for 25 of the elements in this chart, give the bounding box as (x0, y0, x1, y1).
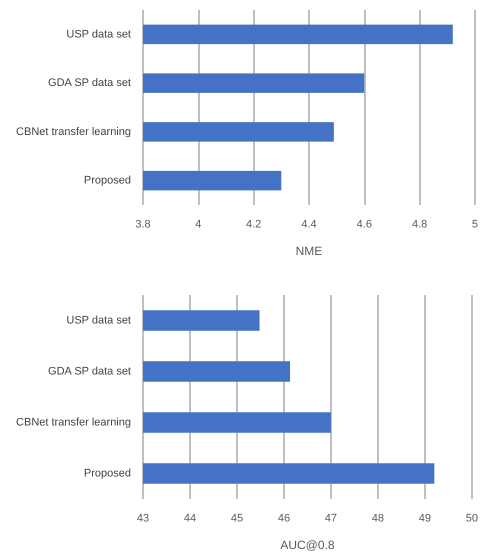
y-tick-label: USP data set (66, 314, 131, 326)
x-tick-label: 4 (195, 218, 202, 230)
x-tick-label: 4.4 (301, 218, 317, 230)
x-tick-label: 45 (230, 512, 244, 524)
x-tick-label: 44 (184, 512, 196, 524)
x-tick-label: 47 (324, 512, 338, 524)
y-tick-label: GDA SP data set (48, 366, 131, 378)
y-tick-label: GDA SP data set (48, 77, 131, 90)
x-tick-label: 4.2 (246, 218, 262, 230)
x-tick-label: 46 (278, 512, 290, 524)
x-tick-label: 43 (136, 512, 150, 524)
y-tick-label: CBNet transfer learning (16, 416, 131, 428)
x-tick-label: 4.8 (412, 218, 428, 230)
x-tick-label: 5 (472, 218, 478, 230)
x-tick-label: 48 (372, 512, 384, 524)
x-tick-label: 4.6 (356, 218, 372, 230)
y-tick-label: Proposed (84, 174, 131, 187)
y-tick-label: CBNet transfer learning (16, 126, 131, 138)
y-tick-label: USP data set (66, 28, 131, 40)
x-axis-title: NME (296, 244, 322, 258)
x-axis-title: AUC@0.8 (280, 538, 335, 552)
y-tick-label: Proposed (84, 468, 131, 480)
x-tick-label: 50 (466, 512, 478, 524)
x-tick-label: 49 (418, 512, 432, 524)
x-tick-label: 3.8 (135, 218, 151, 230)
